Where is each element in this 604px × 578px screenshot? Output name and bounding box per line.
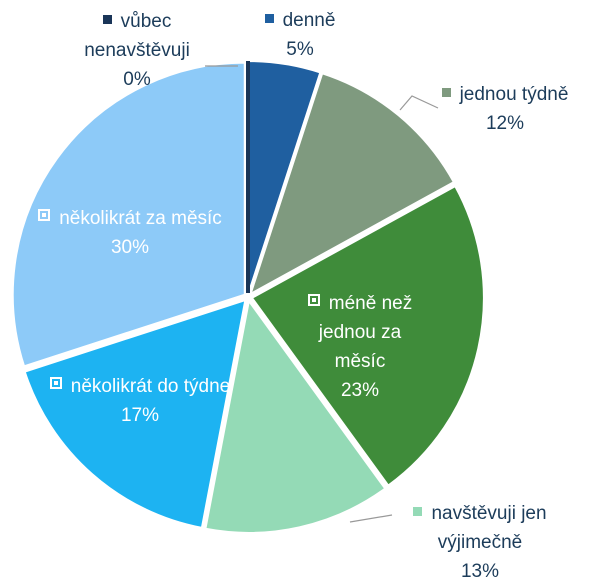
pie-slice xyxy=(204,298,387,534)
legend-marker xyxy=(264,14,274,23)
slice-label: denně 5% xyxy=(235,6,365,64)
pie-slice xyxy=(11,61,246,368)
category-name: vůbec nenavštěvuji xyxy=(84,11,190,61)
legend-marker xyxy=(49,377,62,389)
legend-marker xyxy=(441,88,451,97)
pie-slice xyxy=(250,184,485,487)
pie-slice xyxy=(23,298,247,530)
slice-label: jednou týdně 12% xyxy=(405,80,604,138)
legend-marker xyxy=(102,15,112,24)
pie-slice xyxy=(248,72,456,297)
leader-line xyxy=(399,95,439,111)
slice-label: navštěvuji jen výjimečně 13% xyxy=(385,499,575,578)
value-label: 5% xyxy=(286,39,314,60)
category-name: navštěvuji jen výjimečně xyxy=(431,503,547,553)
value-label: 30% xyxy=(110,237,150,258)
value-label: 13% xyxy=(460,561,500,578)
category-name: několikrát za měsíc xyxy=(59,208,222,229)
legend-marker xyxy=(413,507,423,516)
slice-label: několikrát do týdne 17% xyxy=(40,372,240,430)
value-label: 23% xyxy=(340,380,380,401)
category-name: denně xyxy=(282,10,336,31)
category-name: několikrát do týdne xyxy=(70,376,231,397)
category-name: méně než jednou za měsíc xyxy=(318,293,413,372)
value-label: 0% xyxy=(123,69,151,90)
slice-label: méně než jednou za měsíc 23% xyxy=(300,289,420,405)
legend-marker xyxy=(307,294,320,306)
legend-marker xyxy=(38,209,51,221)
slice-label: několikrát za měsíc 30% xyxy=(35,204,225,262)
slice-label: vůbec nenavštěvuji 0% xyxy=(62,7,212,94)
leader-line xyxy=(349,514,393,523)
value-label: 12% xyxy=(485,113,525,134)
category-name: jednou týdně xyxy=(459,84,569,105)
value-label: 17% xyxy=(120,405,160,426)
